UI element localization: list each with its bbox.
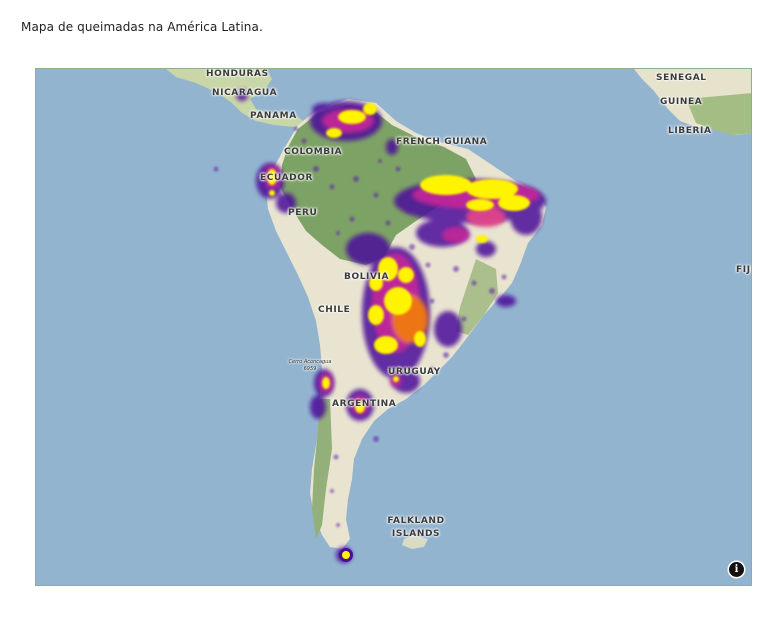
- info-icon[interactable]: i: [729, 562, 744, 577]
- label-falkland-islands: FALKLAND ISLANDS: [387, 516, 445, 539]
- label-bolivia: BOLIVIA: [344, 272, 390, 282]
- heatmap-patagonia-hotspot: [339, 548, 353, 562]
- label-uruguay: URUGUAY: [388, 367, 441, 377]
- label-french-guiana: FRENCH GUIANA: [396, 137, 488, 147]
- label-honduras: HONDURAS: [206, 69, 269, 79]
- label-peru: PERU: [288, 208, 318, 218]
- heatmap-speckles: [213, 127, 507, 527]
- label-chile: CHILE: [318, 305, 351, 315]
- label-cerro-aconcagua: Cerro Aconcagua 6959: [288, 359, 332, 372]
- falkland-islands-land: [402, 535, 428, 549]
- map-caption: Mapa de queimadas na América Latina.: [21, 20, 263, 34]
- heatmap-high-intensity: [267, 103, 530, 413]
- label-panama: PANAMA: [250, 111, 297, 121]
- central-america-land: [166, 69, 306, 127]
- label-guinea: GUINEA: [660, 97, 703, 107]
- africa-forest: [686, 93, 751, 135]
- label-argentina: ARGENTINA: [332, 399, 397, 409]
- map-canvas[interactable]: [36, 69, 752, 586]
- southern-chile-forest: [312, 399, 332, 539]
- fire-heatmap-map[interactable]: HONDURAS NICARAGUA PANAMA COLOMBIA ECUAD…: [35, 68, 752, 586]
- label-fiji: FIJI: [736, 265, 751, 275]
- label-nicaragua: NICARAGUA: [212, 88, 278, 98]
- label-ecuador: ECUADOR: [260, 173, 314, 183]
- label-colombia: COLOMBIA: [284, 147, 343, 157]
- label-liberia: LIBERIA: [668, 126, 712, 136]
- atlantic-forest: [456, 259, 498, 335]
- label-senegal: SENEGAL: [656, 73, 707, 83]
- amazon-forest: [280, 105, 476, 265]
